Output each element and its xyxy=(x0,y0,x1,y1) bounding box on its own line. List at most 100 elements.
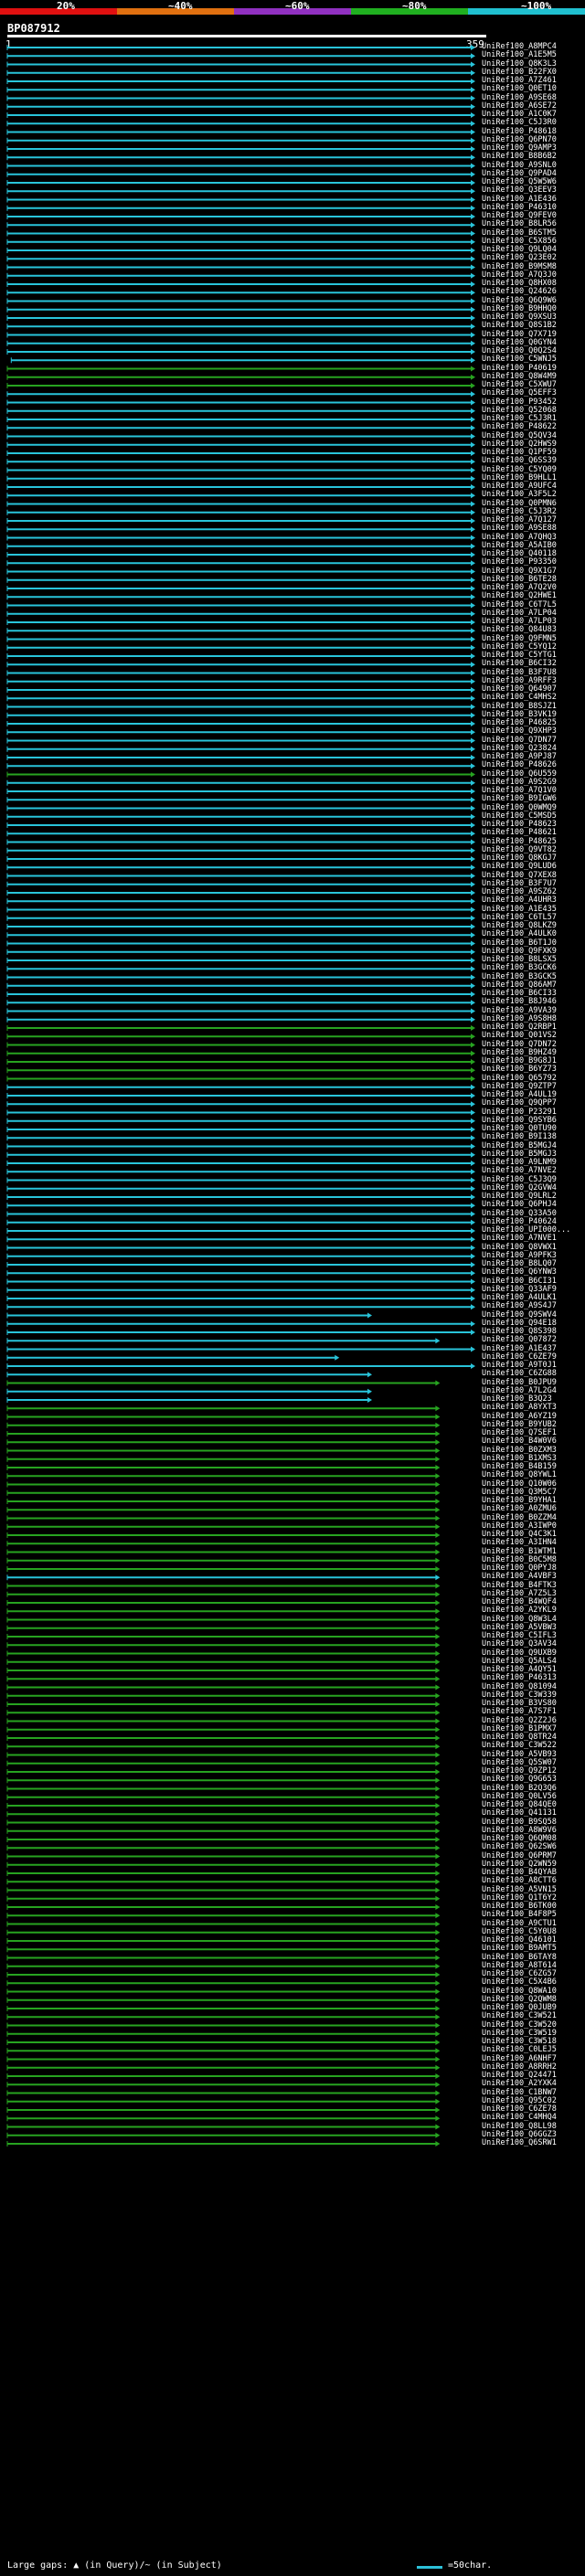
hit-label[interactable]: UniRef100_B6CI32 xyxy=(482,659,557,669)
hit-label[interactable]: UniRef100_Q24471 xyxy=(482,2071,557,2080)
hit-label[interactable]: UniRef100_C5MSD5 xyxy=(482,811,557,821)
hit-label[interactable]: UniRef100_B1WTM1 xyxy=(482,1546,557,1556)
hit-label[interactable]: UniRef100_Q86AM7 xyxy=(482,980,557,990)
hit-label[interactable]: UniRef100_C6ZE79 xyxy=(482,1352,557,1362)
hit-label[interactable]: UniRef100_A5VN15 xyxy=(482,1884,557,1894)
hit-label[interactable]: UniRef100_A3IHN4 xyxy=(482,1538,557,1548)
hit-label[interactable]: UniRef100_A4UHR3 xyxy=(482,896,557,906)
hit-label[interactable]: UniRef100_Q9FEV0 xyxy=(482,211,557,220)
hit-label[interactable]: UniRef100_Q8K3L3 xyxy=(482,58,557,69)
hit-label[interactable]: UniRef100_P93350 xyxy=(482,557,557,567)
hit-label[interactable]: UniRef100_Q8YWL1 xyxy=(482,1470,557,1480)
hit-label[interactable]: UniRef100_Q9PAD4 xyxy=(482,168,557,178)
hit-label[interactable]: UniRef100_A9S8H8 xyxy=(482,1013,557,1023)
hit-label[interactable]: UniRef100_A1E435 xyxy=(482,904,557,914)
hit-label[interactable]: UniRef100_Q9FMN5 xyxy=(482,633,557,643)
hit-label[interactable]: UniRef100_Q0Q2S4 xyxy=(482,346,557,355)
hit-label[interactable]: UniRef100_Q01VS2 xyxy=(482,1031,557,1041)
hit-label[interactable]: UniRef100_Q7X719 xyxy=(482,329,557,339)
hit-label[interactable]: UniRef100_P40624 xyxy=(482,1216,557,1226)
hit-label[interactable]: UniRef100_C3W519 xyxy=(482,2028,557,2038)
hit-label[interactable]: UniRef100_B1PMX7 xyxy=(482,1723,557,1733)
hit-label[interactable]: UniRef100_B3GCK6 xyxy=(482,963,557,973)
hit-label[interactable]: UniRef100_Q8VWX1 xyxy=(482,1242,557,1252)
hit-label[interactable]: UniRef100_C5J3R0 xyxy=(482,118,557,128)
hit-label[interactable]: UniRef100_Q8WA10 xyxy=(482,1986,557,1996)
hit-label[interactable]: UniRef100_Q6U559 xyxy=(482,769,557,779)
hit-label[interactable]: UniRef100_Q9XHP3 xyxy=(482,726,557,737)
hit-label[interactable]: UniRef100_A8W9V6 xyxy=(482,1825,557,1835)
hit-label[interactable]: UniRef100_B0ZXM3 xyxy=(482,1445,557,1455)
hit-label[interactable]: UniRef100_C6ZG57 xyxy=(482,1969,557,1978)
hit-label[interactable]: UniRef100_Q3M5C7 xyxy=(482,1487,557,1497)
hit-label[interactable]: UniRef100_B4B159 xyxy=(482,1462,557,1471)
hit-label[interactable]: UniRef100_P48618 xyxy=(482,126,557,136)
hit-label[interactable]: UniRef100_Q6SS39 xyxy=(482,456,557,466)
hit-label[interactable]: UniRef100_B9IGW6 xyxy=(482,794,557,804)
hit-label[interactable]: UniRef100_B9YUB2 xyxy=(482,1419,557,1429)
hit-label[interactable]: UniRef100_Q9G653 xyxy=(482,1775,557,1785)
hit-label[interactable]: UniRef100_B8SJZ1 xyxy=(482,701,557,711)
hit-label[interactable]: UniRef100_Q2Z2J6 xyxy=(482,1715,557,1725)
hit-label[interactable]: UniRef100_Q9AMP3 xyxy=(482,143,557,153)
hit-label[interactable]: UniRef100_A7QHQ3 xyxy=(482,532,557,542)
hit-label[interactable]: UniRef100_A9T0J1 xyxy=(482,1361,557,1370)
hit-label[interactable]: UniRef100_B8LQ07 xyxy=(482,1259,557,1268)
hit-label[interactable]: UniRef100_Q95C02 xyxy=(482,2095,557,2105)
hit-label[interactable]: UniRef100_C1BNW7 xyxy=(482,2087,557,2097)
hit-label[interactable]: UniRef100_C5IFL3 xyxy=(482,1631,557,1640)
hit-label[interactable]: UniRef100_Q9SYB6 xyxy=(482,1115,557,1125)
hit-label[interactable]: UniRef100_A7Z461 xyxy=(482,76,557,85)
hit-label[interactable]: UniRef100_A5AIB0 xyxy=(482,540,557,550)
hit-label[interactable]: UniRef100_A6SE72 xyxy=(482,101,557,111)
hit-label[interactable]: UniRef100_Q94E18 xyxy=(482,1318,557,1328)
hit-label[interactable]: UniRef100_C6ZG88 xyxy=(482,1369,557,1379)
hit-label[interactable]: UniRef100_P93452 xyxy=(482,397,557,407)
hit-label[interactable]: UniRef100_B8J946 xyxy=(482,997,557,1007)
hit-label[interactable]: UniRef100_Q0LV56 xyxy=(482,1791,557,1801)
hit-label[interactable]: UniRef100_B9HHQ0 xyxy=(482,303,557,313)
hit-label[interactable]: UniRef100_C5YQ12 xyxy=(482,641,557,652)
hit-label[interactable]: UniRef100_B3GCK5 xyxy=(482,971,557,981)
hit-label[interactable]: UniRef100_P48622 xyxy=(482,422,557,432)
hit-label[interactable]: UniRef100_A6NHF7 xyxy=(482,2053,557,2063)
hit-label[interactable]: UniRef100_C5WNJ5 xyxy=(482,355,557,365)
hit-label[interactable]: UniRef100_P48623 xyxy=(482,820,557,829)
hit-label[interactable]: UniRef100_C3W521 xyxy=(482,2011,557,2021)
hit-label[interactable]: UniRef100_Q9LUD6 xyxy=(482,862,557,872)
hit-label[interactable]: UniRef100_Q8LL98 xyxy=(482,2121,557,2131)
hit-label[interactable]: UniRef100_B9HZ49 xyxy=(482,1047,557,1057)
hit-label[interactable]: UniRef100_A7LP03 xyxy=(482,617,557,626)
hit-label[interactable]: UniRef100_B4QYAB xyxy=(482,1868,557,1877)
hit-label[interactable]: UniRef100_B8LSX5 xyxy=(482,955,557,964)
hit-label[interactable]: UniRef100_B3F7U7 xyxy=(482,878,557,888)
hit-label[interactable]: UniRef100_Q8LKZ9 xyxy=(482,921,557,930)
hit-label[interactable]: UniRef100_Q62SW6 xyxy=(482,1842,557,1852)
hit-label[interactable]: UniRef100_A9SNL0 xyxy=(482,160,557,170)
hit-label[interactable]: UniRef100_A9LNM9 xyxy=(482,1158,557,1167)
hit-label[interactable]: UniRef100_Q23824 xyxy=(482,743,557,753)
hit-label[interactable]: UniRef100_A7Q2V0 xyxy=(482,583,557,592)
hit-label[interactable]: UniRef100_A8T614 xyxy=(482,1960,557,1970)
hit-label[interactable]: UniRef100_Q8S1B2 xyxy=(482,321,557,331)
hit-label[interactable]: UniRef100_Q0ET10 xyxy=(482,84,557,94)
hit-label[interactable]: UniRef100_B9HLL1 xyxy=(482,472,557,482)
hit-label[interactable]: UniRef100_Q2HWS9 xyxy=(482,439,557,449)
hit-label[interactable]: UniRef100_Q84QE0 xyxy=(482,1800,557,1809)
hit-label[interactable]: UniRef100_Q6Q9W6 xyxy=(482,295,557,305)
hit-label[interactable]: UniRef100_Q0GYN4 xyxy=(482,337,557,347)
hit-label[interactable]: UniRef100_B6TK00 xyxy=(482,1902,557,1911)
hit-label[interactable]: UniRef100_A9SE68 xyxy=(482,92,557,102)
hit-label[interactable]: UniRef100_Q40118 xyxy=(482,549,557,558)
hit-label[interactable]: UniRef100_A1E437 xyxy=(482,1343,557,1353)
hit-label[interactable]: UniRef100_Q9QPP7 xyxy=(482,1098,557,1108)
hit-label[interactable]: UniRef100_C5J3R2 xyxy=(482,506,557,516)
hit-label[interactable]: UniRef100_B3Q23 xyxy=(482,1394,552,1404)
hit-label[interactable]: UniRef100_Q8W3L4 xyxy=(482,1614,557,1624)
hit-label[interactable]: UniRef100_A7Q1V0 xyxy=(482,786,557,795)
hit-label[interactable]: UniRef100_A7Q127 xyxy=(482,515,557,525)
hit-label[interactable]: UniRef100_Q5ALS4 xyxy=(482,1656,557,1666)
hit-label[interactable]: UniRef100_Q6QM08 xyxy=(482,1834,557,1843)
hit-label[interactable]: UniRef100_Q0JUB9 xyxy=(482,2003,557,2012)
hit-label[interactable]: UniRef100_Q9FXK9 xyxy=(482,946,557,956)
